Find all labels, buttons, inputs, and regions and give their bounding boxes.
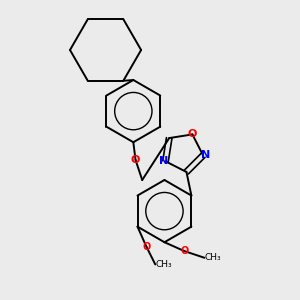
Text: CH₃: CH₃ [155, 260, 172, 269]
Text: O: O [188, 129, 197, 140]
Text: O: O [180, 246, 189, 256]
Text: N: N [159, 156, 168, 166]
Text: N: N [201, 150, 210, 161]
Text: O: O [142, 242, 151, 252]
Text: CH₃: CH₃ [204, 253, 221, 262]
Text: O: O [131, 155, 140, 165]
